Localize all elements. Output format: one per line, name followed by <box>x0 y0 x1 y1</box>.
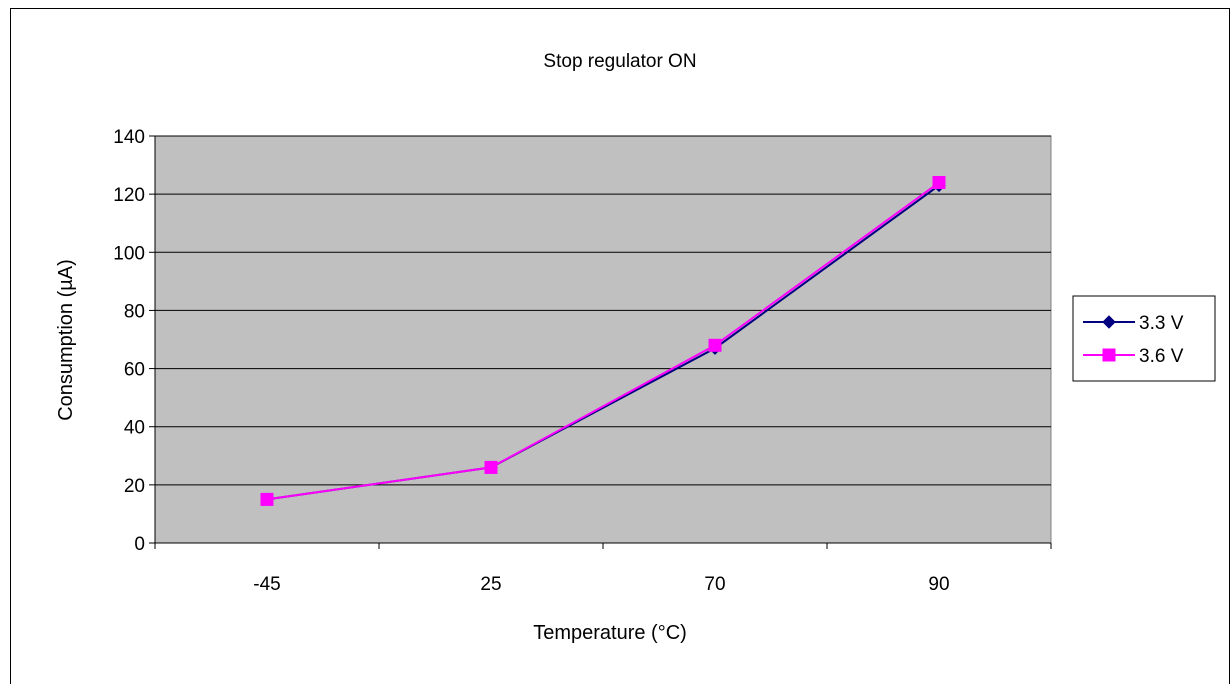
x-axis-title: Temperature (°C) <box>533 622 687 644</box>
legend-label: 3.3 V <box>1139 313 1184 334</box>
data-point <box>485 461 497 473</box>
plot-area <box>155 136 1051 543</box>
data-point <box>933 177 945 189</box>
y-tick-label: 120 <box>113 185 145 206</box>
data-point <box>261 493 273 505</box>
legend: 3.3 V 3.6 V <box>1073 296 1215 381</box>
x-tick-label: 90 <box>928 574 949 595</box>
chart-title: Stop regulator ON <box>543 51 696 72</box>
y-axis-title: Consumption (µA) <box>55 259 77 421</box>
legend-marker <box>1103 349 1115 361</box>
y-tick-label: 140 <box>113 127 145 148</box>
legend-label: 3.6 V <box>1139 346 1184 367</box>
y-tick-label: 20 <box>124 476 145 497</box>
x-tick-label: 70 <box>704 574 725 595</box>
data-point <box>709 339 721 351</box>
x-axis-ticks: -45 25 70 90 <box>155 543 1051 595</box>
y-tick-label: 60 <box>124 360 145 381</box>
y-tick-label: 40 <box>124 418 145 439</box>
y-tick-label: 80 <box>124 301 145 322</box>
legend-box <box>1073 296 1215 381</box>
y-tick-label: 0 <box>134 534 145 555</box>
y-axis-ticks: 0 20 40 60 80 100 120 140 <box>113 127 155 555</box>
y-tick-label: 100 <box>113 243 145 264</box>
x-tick-label: -45 <box>253 574 280 595</box>
x-tick-label: 25 <box>480 574 501 595</box>
